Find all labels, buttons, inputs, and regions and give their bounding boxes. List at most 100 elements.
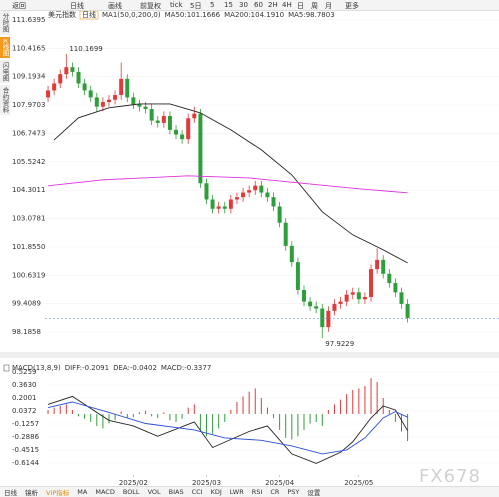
candle-body — [149, 108, 154, 121]
candle-body — [362, 296, 367, 300]
candle-body — [259, 185, 264, 193]
candle-body — [186, 118, 191, 140]
toolbar-button[interactable]: 5 — [210, 1, 215, 9]
candle-body — [192, 113, 197, 119]
toolbar-button[interactable]: 日线 — [70, 2, 84, 10]
toolbar-button[interactable]: 更多 — [345, 2, 359, 10]
extreme-label: 110.1699 — [69, 45, 102, 53]
indicator-tab[interactable]: PSY — [287, 488, 300, 496]
toolbar-button[interactable]: 4H — [282, 1, 292, 9]
toolbar-button[interactable]: 日 — [297, 2, 304, 10]
candle-body — [344, 294, 349, 302]
indicator-tab[interactable]: KDJ — [210, 488, 222, 496]
x-tick-label: 2025/04 — [265, 479, 295, 487]
y-tick-label: -0.4515 — [12, 446, 39, 454]
x-tick-label: 2025/05 — [344, 479, 373, 487]
toolbar-button[interactable]: 周 — [311, 2, 318, 10]
candle-body — [131, 97, 136, 105]
indicator-tab[interactable]: LWR — [229, 488, 244, 496]
candle-body — [277, 206, 282, 223]
candle-body — [253, 185, 258, 191]
indicator-line — [47, 395, 408, 464]
indicator-value: MA50:101.1666 — [165, 11, 221, 19]
candle-body — [198, 113, 203, 184]
y-tick-label: 0.3630 — [12, 381, 37, 389]
y-tick-label: 0.0372 — [12, 407, 37, 415]
indicator-tab[interactable]: 设置 — [307, 489, 321, 497]
candle-body — [180, 134, 185, 140]
candle-body — [82, 83, 87, 91]
indicator-value: MA5:98.7803 — [288, 11, 335, 19]
toolbar-button[interactable]: 月 — [325, 2, 332, 10]
candle-body — [216, 206, 221, 209]
toolbar-button[interactable]: 15 — [224, 1, 233, 9]
indicator-title: 美元指数 — [48, 10, 76, 19]
candle-body — [241, 192, 246, 198]
y-tick-label: -0.1257 — [12, 420, 39, 428]
indicator-tab[interactable]: RSI — [251, 488, 263, 496]
sidebar-tab[interactable]: K线图 — [0, 36, 10, 58]
toolbar-button[interactable]: 画线 — [108, 2, 122, 10]
candle-body — [137, 104, 142, 107]
watermark: FX678 — [418, 466, 481, 487]
toolbar-button[interactable]: 返回 — [12, 2, 26, 10]
y-tick-label: 98.1858 — [12, 328, 41, 336]
toolbar-button[interactable]: 前复权 — [140, 2, 161, 10]
candle-body — [247, 190, 252, 193]
candle-body — [283, 222, 288, 246]
candle-body — [174, 129, 179, 135]
indicator-tab[interactable]: CR — [270, 488, 280, 496]
candle-body — [210, 199, 215, 209]
y-tick-label: -0.6144 — [12, 459, 40, 467]
sidebar: 分时图 K线图 闪电图 合约资料 — [0, 11, 10, 116]
candle-body — [228, 199, 233, 209]
indicator-tab[interactable]: BIAS — [168, 488, 184, 496]
indicator-tab[interactable]: BOLL — [122, 488, 140, 496]
sidebar-tab[interactable]: 闪电图 — [0, 59, 10, 84]
toolbar: 返回 日线 画线 前复权 tick 5日 5 15 30 60 2H 4H 日周月 更多 — [0, 0, 499, 11]
candle-body — [113, 95, 118, 100]
candle-body — [119, 78, 124, 96]
indicator-tab[interactable]: CCI — [191, 488, 203, 496]
indicator-tab[interactable]: VIP指标 — [46, 489, 70, 497]
period-box — [79, 10, 99, 20]
toolbar-button[interactable]: 2H — [268, 1, 278, 9]
indicator-tab[interactable]: 镜析 — [25, 489, 38, 497]
toolbar-button[interactable]: 30 — [239, 1, 248, 9]
indicator-tab[interactable]: MACD — [95, 488, 115, 496]
indicator-line — [53, 103, 408, 264]
candle-body — [338, 301, 343, 304]
candle-body — [289, 245, 294, 263]
indicator-tab[interactable]: VOL — [147, 488, 161, 496]
y-tick-label: 105.5242 — [12, 158, 45, 166]
candle-body — [405, 303, 410, 318]
candle-body — [125, 78, 130, 98]
candle-body — [350, 292, 355, 295]
candle-body — [167, 115, 172, 130]
candle-body — [155, 120, 160, 123]
x-tick-label: 2025/03 — [192, 479, 221, 487]
candle-body — [52, 83, 57, 91]
candle-body — [314, 306, 319, 309]
extreme-label: 97.9229 — [325, 340, 354, 348]
indicator-line — [47, 401, 408, 455]
sidebar-tab[interactable]: 分时图 — [0, 11, 10, 35]
candle-body — [234, 197, 239, 200]
y-tick-label: 0.2001 — [12, 394, 37, 402]
toolbar-button[interactable]: 5日 — [190, 2, 202, 10]
toolbar-button[interactable]: tick — [170, 1, 183, 9]
candle-body — [381, 259, 386, 274]
candle-body — [161, 115, 166, 123]
indicator-tabs: 日线 镜析 VIP指标 MA MACD BOLL VOL BIAS CCI KDJ LWR RSI CR… — [0, 486, 499, 497]
y-tick-label: 110.4165 — [12, 44, 45, 52]
sidebar-tab[interactable]: 合约资料 — [0, 85, 10, 116]
candle-body — [265, 192, 270, 198]
period-label: 日线 — [82, 10, 96, 19]
indicator-value: MA200:104.1910 — [224, 11, 284, 19]
candle-body — [301, 290, 306, 302]
toolbar-button[interactable]: 60 — [254, 1, 263, 9]
candle-body — [76, 71, 81, 84]
indicator-tab[interactable]: MA — [77, 488, 88, 496]
candle-body — [222, 206, 227, 209]
indicator-tab[interactable]: 日线 — [4, 489, 17, 497]
